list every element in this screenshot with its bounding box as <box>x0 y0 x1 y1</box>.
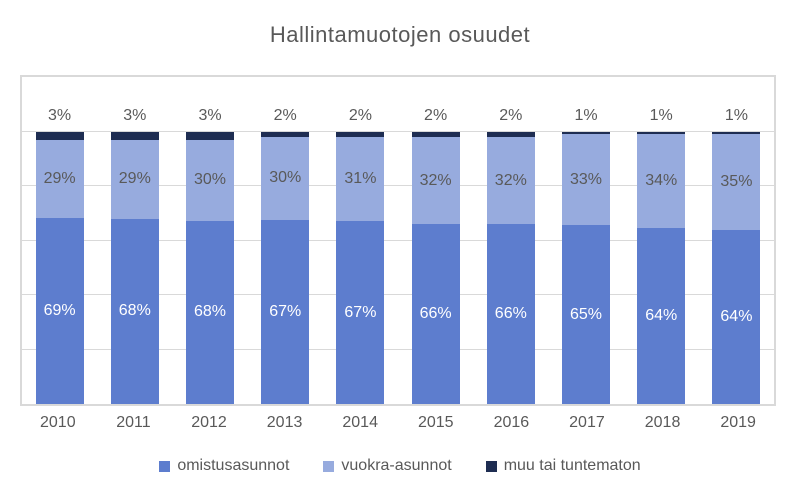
data-label-muu tai tuntematon: 1% <box>649 106 673 124</box>
gridline-60 <box>22 239 774 241</box>
legend-item-omistusasunnot: omistusasunnot <box>159 457 289 475</box>
x-axis-label-2011: 2011 <box>116 414 151 431</box>
data-label-vuokra-asunnot: 29% <box>43 169 76 187</box>
bar-segment-omistusasunnot: 69% <box>35 217 84 404</box>
bar-segment-muu tai tuntematon <box>186 131 234 140</box>
bar-segment-vuokra-asunnot: 29% <box>35 139 84 218</box>
data-label-muu tai tuntematon: 2% <box>499 106 523 124</box>
bar-segment-vuokra-asunnot: 33% <box>562 134 611 226</box>
x-axis-label-2019: 2019 <box>720 414 756 431</box>
legend-item-muu tai tuntematon: muu tai tuntematon <box>485 457 641 475</box>
bar-group-2014: 2% 31% 67% <box>323 107 398 404</box>
data-label-vuokra-asunnot: 30% <box>193 171 227 189</box>
data-label-vuokra-asunnot: 33% <box>570 170 603 188</box>
legend: omistusasunnot vuokra-asunnot muu tai tunt… <box>0 457 800 475</box>
data-label-vuokra-asunnot: 32% <box>419 171 452 189</box>
data-label-omistusasunnot: 68% <box>193 303 227 321</box>
bar-group-2013: 2% 30% 67% <box>248 107 323 404</box>
legend-swatch-icon <box>485 460 497 472</box>
data-label-vuokra-asunnot: 31% <box>344 170 377 188</box>
bar-segment-vuokra-asunnot: 29% <box>110 139 159 219</box>
bar-group-2015: 2% 32% 66% <box>398 107 473 404</box>
data-label-vuokra-asunnot: 32% <box>494 171 527 189</box>
legend-label: omistusasunnot <box>177 457 290 474</box>
bar-segment-vuokra-asunnot: 30% <box>186 139 234 221</box>
bar-group-2011: 3% 29% 68% <box>97 107 172 404</box>
bar-segment-muu tai tuntematon <box>110 131 159 140</box>
bar-segment-omistusasunnot: 64% <box>637 227 686 404</box>
legend-swatch-icon <box>323 460 335 472</box>
plot-area: 3% 29% 69% 3% 29% 68% 3% 30% 68% 2% 30% 67% 2% 31% 67%… <box>20 75 776 406</box>
bar-segment-vuokra-asunnot: 32% <box>411 136 460 225</box>
bar-segment-omistusasunnot: 67% <box>336 221 385 404</box>
bar-segment-omistusasunnot: 68% <box>186 220 234 404</box>
x-axis-label-2018: 2018 <box>644 414 681 431</box>
data-label-muu tai tuntematon: 3% <box>48 106 72 124</box>
legend-label: muu tai tuntematon <box>503 457 641 474</box>
data-label-vuokra-asunnot: 29% <box>118 170 151 188</box>
data-label-omistusasunnot: 64% <box>645 306 678 324</box>
bar-segment-vuokra-asunnot: 30% <box>261 137 310 220</box>
gridline-40 <box>22 294 774 295</box>
x-axis-label-2012: 2012 <box>191 414 227 431</box>
data-label-omistusasunnot: 69% <box>43 301 76 319</box>
legend-label: vuokra-asunnot <box>341 457 452 474</box>
data-label-omistusasunnot: 67% <box>269 302 302 320</box>
data-label-omistusasunnot: 64% <box>720 307 753 325</box>
legend-item-vuokra-asunnot: vuokra-asunnot <box>323 457 452 475</box>
bar-segment-omistusasunnot: 68% <box>110 218 159 404</box>
bar-segment-vuokra-asunnot: 31% <box>336 136 385 222</box>
bar-segment-muu tai tuntematon <box>35 131 84 140</box>
gridline-80 <box>22 185 774 186</box>
bar-segment-vuokra-asunnot: 35% <box>712 134 761 230</box>
bar-segment-omistusasunnot: 65% <box>562 225 611 404</box>
bar-segment-muu tai tuntematon <box>712 131 761 135</box>
data-label-omistusasunnot: 67% <box>344 303 377 321</box>
bar-segment-vuokra-asunnot: 34% <box>637 134 686 228</box>
data-label-omistusasunnot: 66% <box>419 305 452 323</box>
chart-title: Hallintamuotojen osuudet <box>269 22 531 47</box>
data-label-omistusasunnot: 68% <box>118 302 151 320</box>
bar-group-2010: 3% 29% 69% <box>22 107 97 404</box>
x-axis-label-2014: 2014 <box>342 414 378 431</box>
data-label-omistusasunnot: 65% <box>570 305 603 323</box>
gridline-100 <box>22 130 774 132</box>
bar-segment-muu tai tuntematon <box>411 131 460 137</box>
bar-group-2018: 1% 34% 64% <box>624 107 699 404</box>
bar-segment-omistusasunnot: 66% <box>486 224 535 404</box>
data-label-vuokra-asunnot: 35% <box>720 172 753 190</box>
data-label-vuokra-asunnot: 34% <box>645 172 678 190</box>
data-label-muu tai tuntematon: 2% <box>273 106 297 124</box>
data-label-muu tai tuntematon: 3% <box>198 106 222 124</box>
gridline-20 <box>22 348 774 350</box>
bar-segment-muu tai tuntematon <box>562 131 611 135</box>
data-label-muu tai tuntematon: 1% <box>724 106 748 124</box>
bar-group-2019: 1% 35% 64% <box>699 107 774 404</box>
data-label-vuokra-asunnot: 30% <box>269 169 302 187</box>
bar-segment-omistusasunnot: 66% <box>411 224 460 404</box>
x-axis-label-2017: 2017 <box>569 414 605 431</box>
x-axis-label-2013: 2013 <box>266 414 303 431</box>
bar-segment-vuokra-asunnot: 32% <box>486 136 535 225</box>
bars-row: 3% 29% 69% 3% 29% 68% 3% 30% 68% 2% 30% 67% 2% 31% 67%… <box>22 107 774 404</box>
bar-segment-muu tai tuntematon <box>261 131 310 138</box>
x-axis-label-2016: 2016 <box>493 414 530 431</box>
x-axis-label-2010: 2010 <box>40 414 76 431</box>
data-label-omistusasunnot: 66% <box>494 305 527 323</box>
x-axis-label-2015: 2015 <box>417 414 454 431</box>
x-axis-labels: 2010 2011 2012 2013 2014 2015 2016 2017 2018 2019 <box>20 414 776 432</box>
legend-swatch-icon <box>159 460 171 472</box>
data-label-muu tai tuntematon: 1% <box>574 106 598 124</box>
bar-segment-muu tai tuntematon <box>637 131 686 135</box>
bar-segment-omistusasunnot: 64% <box>712 229 761 404</box>
bar-group-2016: 2% 32% 66% <box>473 107 548 404</box>
bar-group-2017: 1% 33% 65% <box>548 107 623 404</box>
bar-segment-omistusasunnot: 67% <box>261 219 310 404</box>
bar-group-2012: 3% 30% 68% <box>172 107 247 404</box>
bar-segment-muu tai tuntematon <box>336 131 385 137</box>
data-label-muu tai tuntematon: 2% <box>348 106 372 124</box>
bar-segment-muu tai tuntematon <box>486 131 535 137</box>
data-label-muu tai tuntematon: 2% <box>424 106 448 124</box>
data-label-muu tai tuntematon: 3% <box>123 106 147 124</box>
